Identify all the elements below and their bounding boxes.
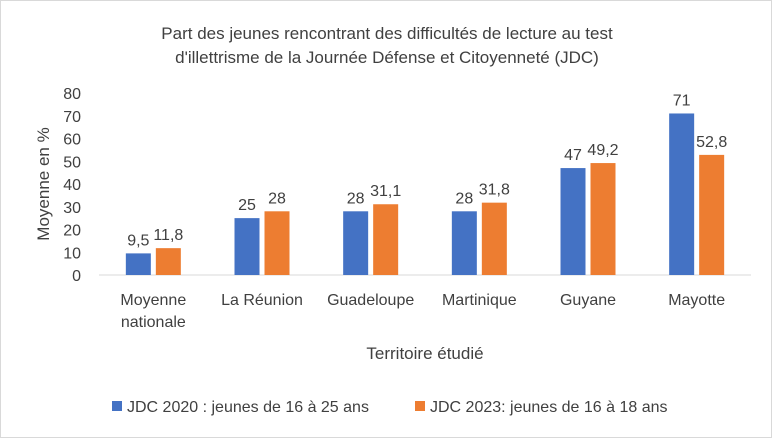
y-axis-title: Moyenne en % bbox=[34, 127, 53, 240]
bar-2023 bbox=[264, 211, 290, 275]
y-tick-label: 20 bbox=[63, 223, 81, 240]
data-label: 52,8 bbox=[696, 134, 727, 151]
bar-2023 bbox=[155, 248, 181, 275]
chart-title: Part des jeunes rencontrant des difficul… bbox=[161, 24, 613, 43]
bar-2023 bbox=[699, 154, 725, 275]
y-tick-label: 60 bbox=[63, 132, 81, 149]
bar-2020 bbox=[669, 113, 695, 275]
y-tick-label: 70 bbox=[63, 109, 81, 126]
data-label: 28 bbox=[347, 190, 365, 207]
x-tick-label: Moyenne bbox=[120, 292, 186, 309]
legend-label: JDC 2023: jeunes de 16 à 18 ans bbox=[430, 399, 668, 416]
x-tick-label: Mayotte bbox=[668, 292, 725, 309]
data-label: 11,8 bbox=[153, 227, 183, 244]
y-tick-label: 80 bbox=[63, 86, 81, 103]
bar-2023 bbox=[481, 202, 507, 275]
data-label: 71 bbox=[673, 92, 691, 109]
x-axis-title: Territoire étudié bbox=[366, 344, 483, 363]
bar-2020 bbox=[343, 211, 369, 275]
x-tick-label: La Réunion bbox=[221, 292, 303, 309]
data-label: 49,2 bbox=[587, 142, 618, 159]
data-label: 31,1 bbox=[370, 183, 401, 200]
bar-2020 bbox=[234, 218, 260, 275]
bar-2020 bbox=[451, 211, 477, 275]
x-tick-label: Guadeloupe bbox=[327, 292, 414, 309]
bar-2023 bbox=[373, 204, 399, 275]
x-tick-label: Guyane bbox=[560, 292, 616, 309]
data-label: 25 bbox=[238, 197, 256, 214]
x-tick-label: Martinique bbox=[442, 292, 517, 309]
y-tick-label: 40 bbox=[63, 177, 81, 194]
y-tick-label: 0 bbox=[72, 268, 81, 285]
bar-2020 bbox=[560, 168, 586, 275]
data-label: 47 bbox=[564, 147, 582, 164]
data-label: 31,8 bbox=[479, 182, 510, 199]
data-label: 9,5 bbox=[127, 232, 149, 249]
y-tick-label: 50 bbox=[63, 154, 81, 171]
legend-swatch bbox=[112, 401, 122, 411]
y-tick-label: 30 bbox=[63, 200, 81, 217]
x-tick-label: nationale bbox=[121, 314, 186, 331]
legend-swatch bbox=[415, 401, 425, 411]
data-label: 28 bbox=[268, 190, 286, 207]
legend-label: JDC 2020 : jeunes de 16 à 25 ans bbox=[127, 399, 369, 416]
data-label: 28 bbox=[455, 190, 473, 207]
chart-title: d'illettrisme de la Journée Défense et C… bbox=[175, 48, 599, 67]
bar-2023 bbox=[590, 163, 616, 275]
y-tick-label: 10 bbox=[63, 245, 81, 262]
bar-2020 bbox=[125, 253, 151, 275]
